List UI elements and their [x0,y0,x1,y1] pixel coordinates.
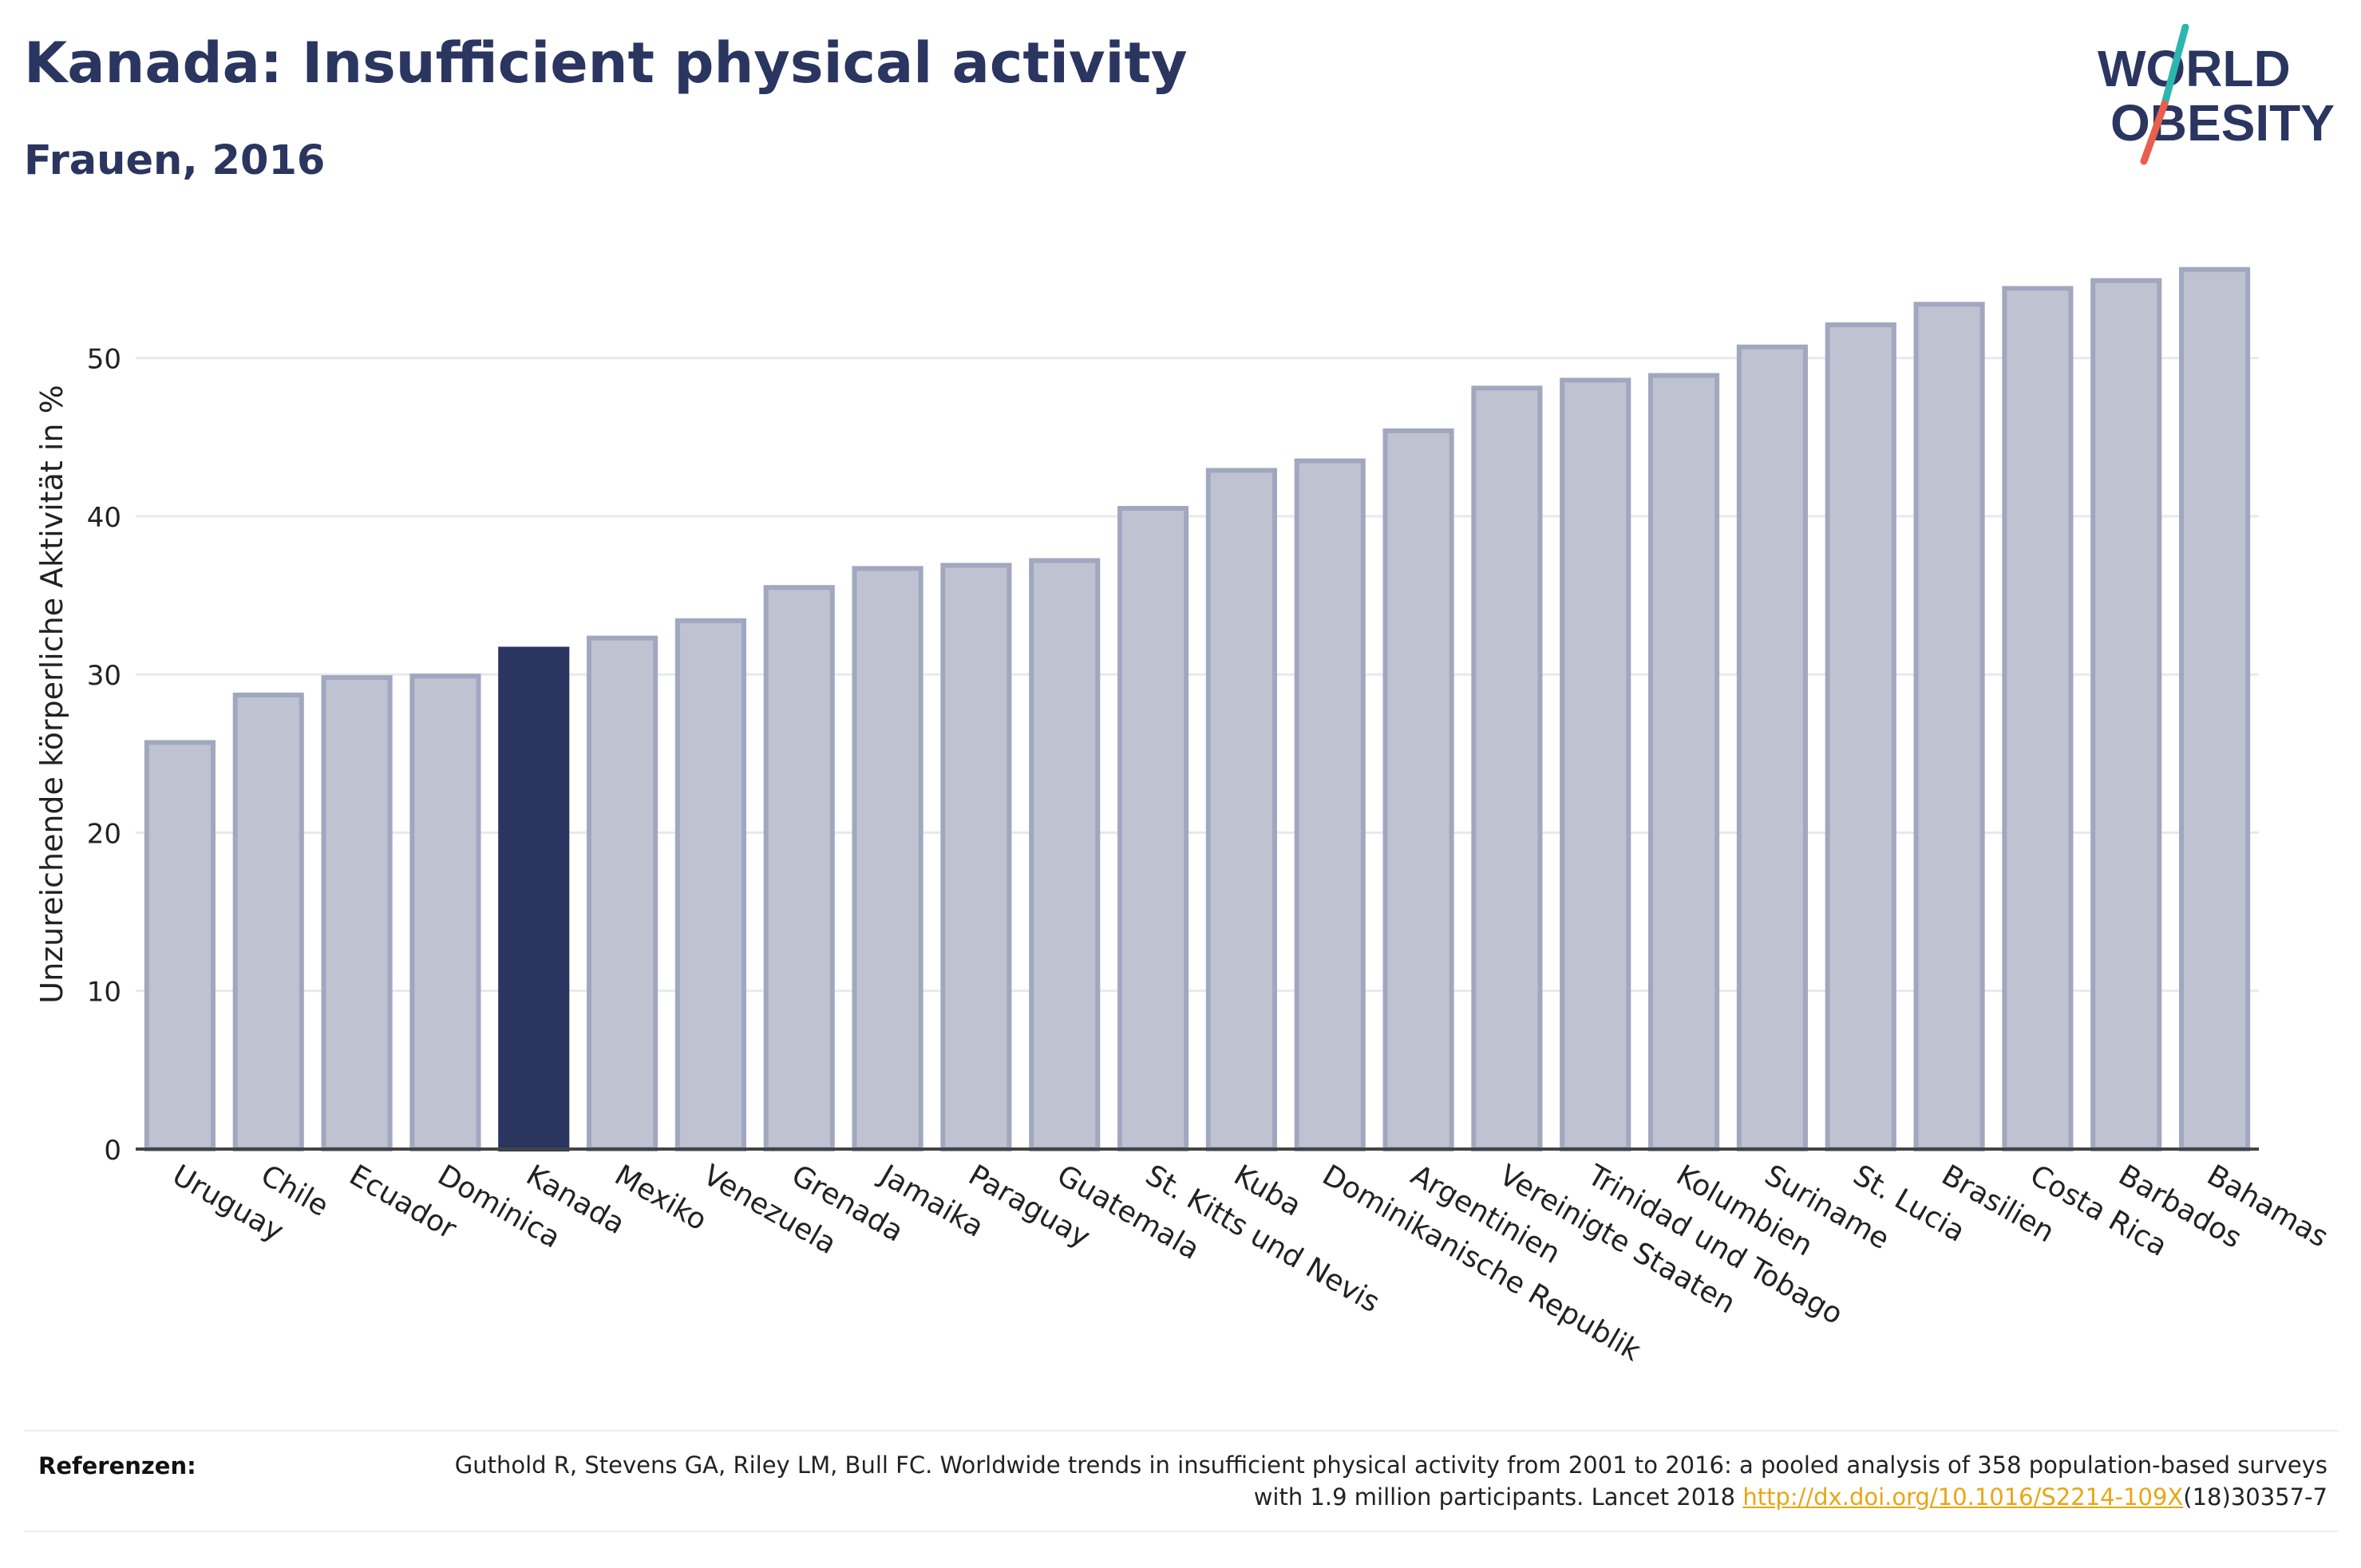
y-tick-label: 50 [87,344,121,376]
bar-paraguay [940,563,1012,1151]
y-axis-label: Unzureichende körperliche Aktivität in % [34,385,69,1003]
y-tick-label: 40 [87,502,121,534]
y-axis-ticks: 0 10 20 30 40 50 [87,344,121,1167]
references-text: Guthold R, Stevens GA, Riley LM, Bull FC… [412,1449,2327,1513]
bar-jamaika [852,566,923,1151]
bar-st-lucia [1825,322,1896,1151]
doi-link[interactable]: http://dx.doi.org/10.1016/S2214-109X [1742,1483,2184,1511]
world-obesity-logo: WORLD OBESITY [2098,24,2335,165]
y-tick-label: 30 [87,660,121,692]
chart-title: Kanada: Insufficient physical activity [24,30,1188,96]
bar-chile [232,692,304,1151]
bar-dominikanische-republik [1294,458,1366,1151]
bar-kolumbien [1648,373,1720,1151]
grid-lines [136,357,2259,993]
bar-barbados [2090,278,2162,1151]
bar-mexiko [587,635,658,1151]
bars [144,267,2251,1152]
bar-ecuador [321,675,393,1151]
bar-uruguay [144,740,216,1151]
y-tick-label: 0 [104,1135,121,1167]
bar-venezuela [674,618,746,1151]
y-tick-label: 20 [87,818,121,850]
citation-text: Guthold R, Stevens GA, Riley LM, Bull FC… [454,1451,2327,1511]
footer: Referenzen: Guthold R, Stevens GA, Riley… [24,1430,2339,1532]
citation-suffix: (18)30357-7 [2183,1483,2327,1511]
x-tick-label: Mexiko [609,1159,712,1237]
bar-costa-rica [2002,286,2074,1152]
bar-vereinigte-staaten [1471,385,1543,1151]
logo-slash-top [2161,24,2189,108]
bar-argentinien [1382,428,1454,1151]
bar-grenada [763,585,835,1151]
bar-st-kitts-und-nevis [1117,506,1189,1151]
logo-slash-bottom [2140,100,2169,165]
chart-subtitle: Frauen, 2016 [24,137,326,184]
bar-kanada [498,646,570,1151]
bar-suriname [1736,344,1808,1151]
bar-kuba [1205,468,1277,1151]
y-tick-label: 10 [87,977,121,1009]
bar-trinidad-und-tobago [1560,377,1631,1152]
bar-bahamas [2179,267,2251,1151]
references-label: Referenzen: [38,1452,196,1479]
bar-dominica [409,673,481,1151]
bar-brasilien [1913,302,1985,1151]
logo-line-1: WORLD [2098,40,2291,97]
bar-guatemala [1029,558,1101,1151]
